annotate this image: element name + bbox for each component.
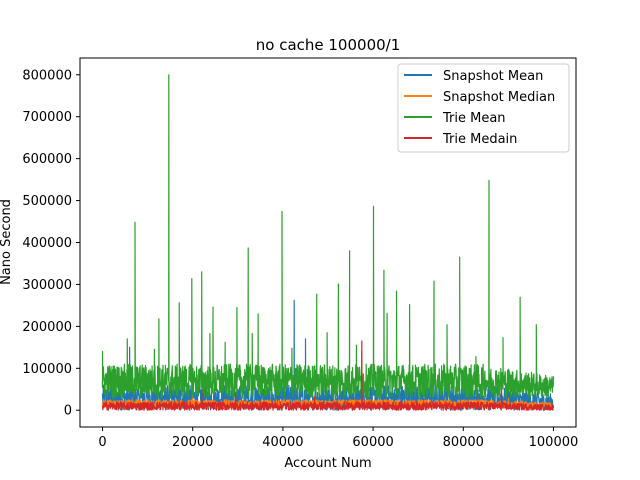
legend-box	[397, 63, 570, 153]
y-tick-label: 500000	[22, 194, 72, 209]
x-tick-label: 80000	[443, 435, 484, 450]
legend: Snapshot Mean Snapshot Median Trie Mean Tri…	[397, 63, 570, 153]
y-tick-label: 600000	[22, 152, 72, 167]
legend-label: Snapshot Median	[443, 90, 555, 105]
legend-label: Trie Mean	[442, 111, 506, 126]
x-tick-label: 100000	[529, 435, 579, 450]
series-line-trie-mean	[101, 74, 555, 399]
y-tick-label: 200000	[22, 320, 72, 335]
x-axis-label: Account Num	[284, 456, 371, 471]
y-tick-label: 700000	[22, 110, 72, 125]
y-tick-label: 400000	[22, 236, 72, 251]
x-tick-label: 20000	[172, 435, 213, 450]
chart-title: no cache 100000/1	[256, 36, 401, 54]
series-line-trie-medain	[101, 340, 555, 411]
series-layer	[101, 74, 555, 411]
x-tick-label: 40000	[262, 435, 303, 450]
x-tick-label: 60000	[352, 435, 393, 450]
y-axis: 0 100000 200000 300000 400000 500000 600000 700…	[22, 68, 80, 419]
y-tick-label: 800000	[22, 68, 72, 83]
y-axis-label: Nano Second	[0, 199, 14, 285]
legend-label: Snapshot Mean	[443, 69, 543, 84]
x-axis: 0 20000 40000 60000 80000 100000	[98, 427, 578, 450]
y-tick-label: 300000	[22, 278, 72, 293]
y-tick-label: 100000	[22, 362, 72, 377]
legend-label: Trie Medain	[442, 132, 517, 147]
y-tick-label: 0	[64, 404, 72, 419]
x-tick-label: 0	[98, 435, 106, 450]
